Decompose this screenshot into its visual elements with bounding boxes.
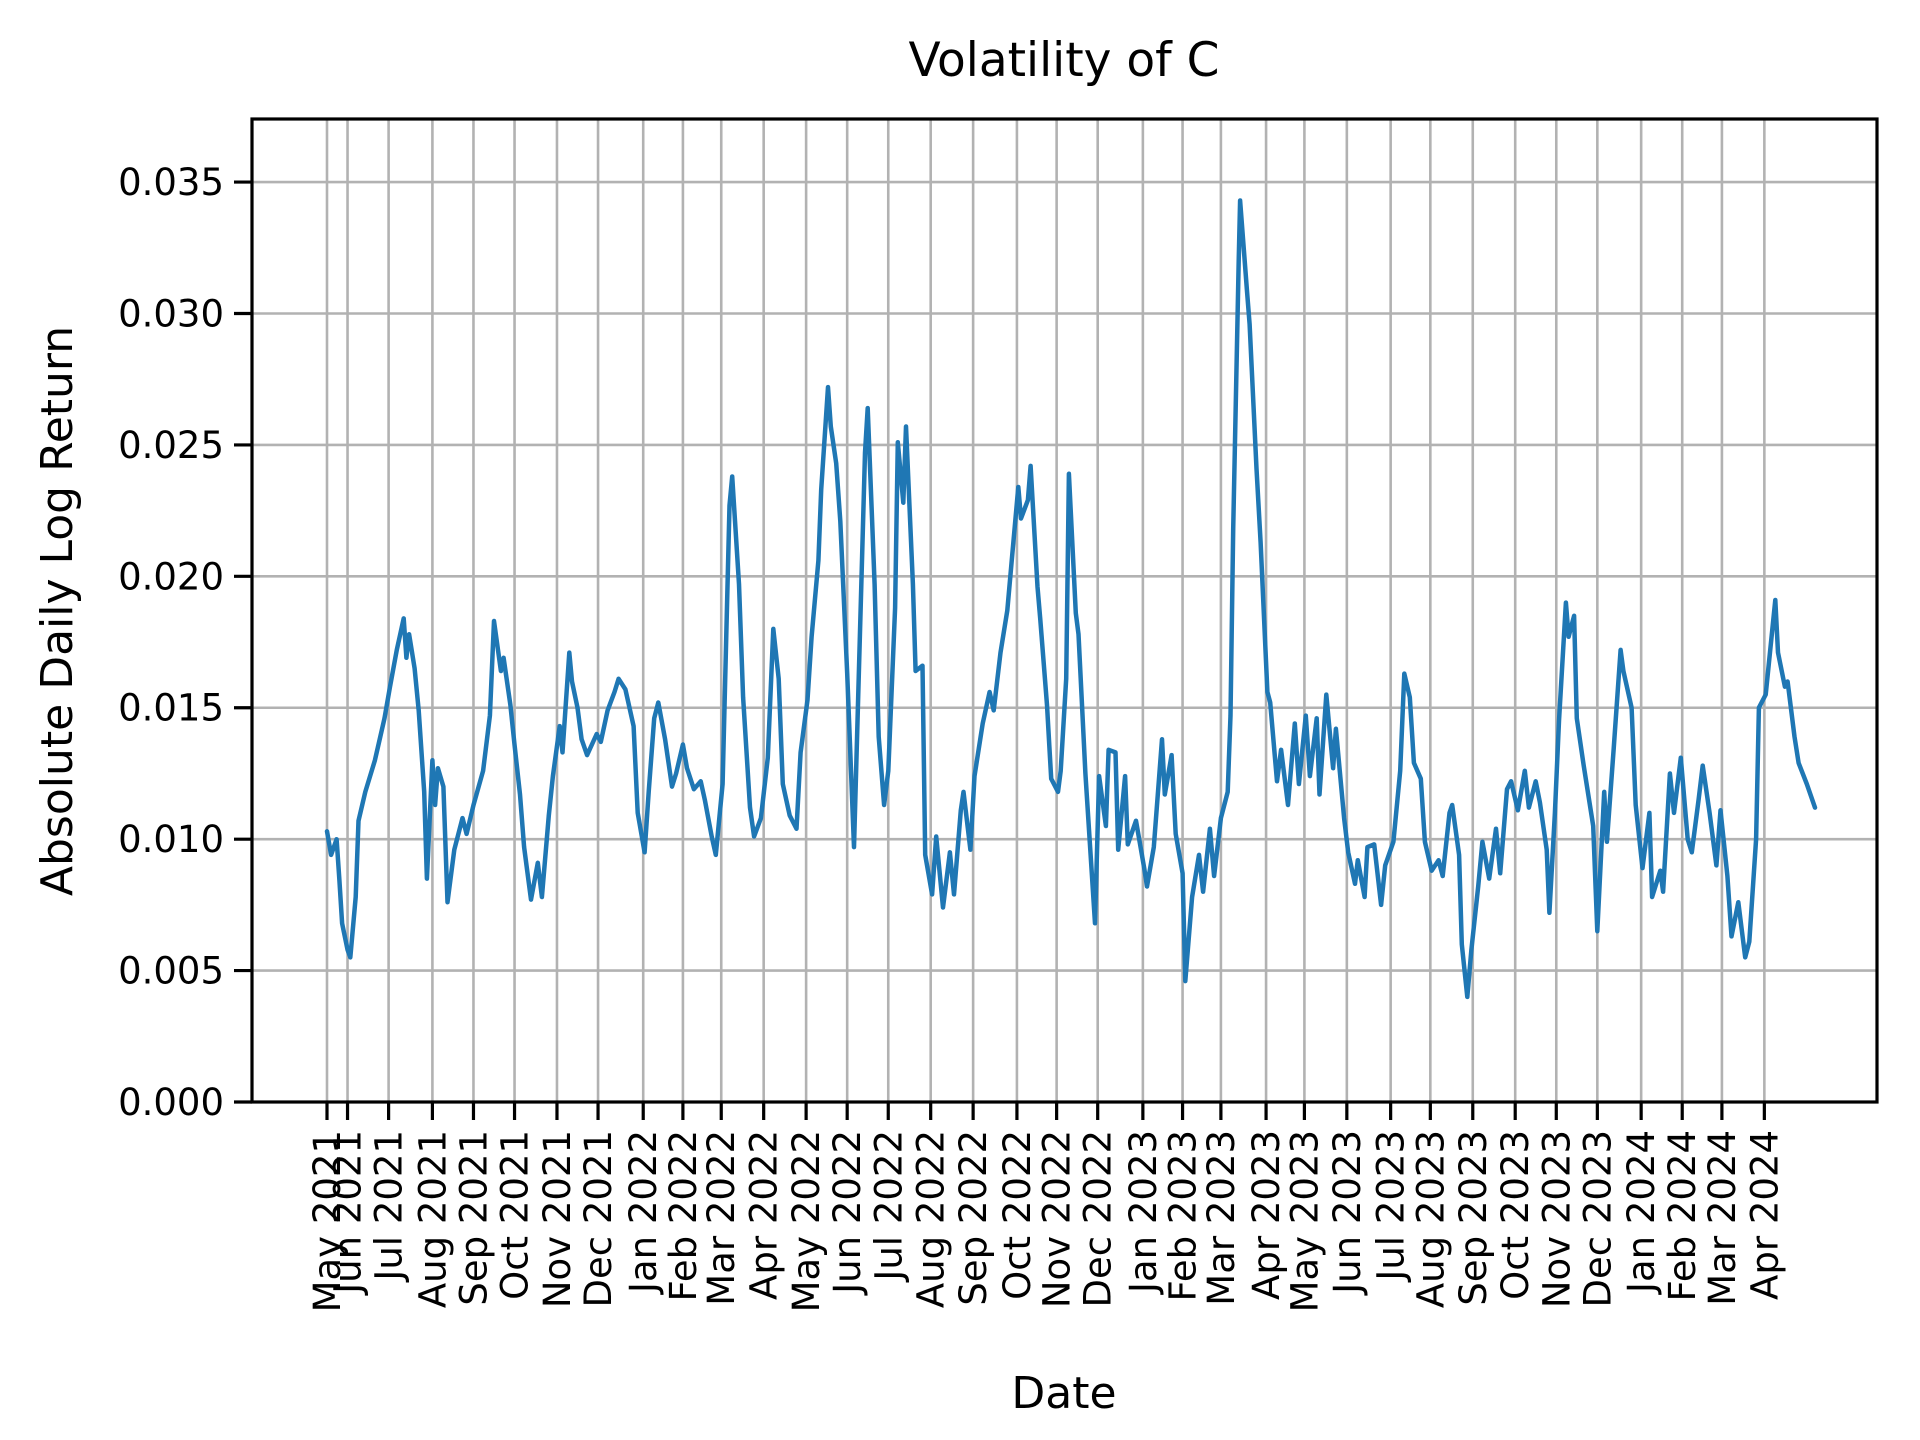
y-tick-label: 0.035 [118, 161, 224, 204]
x-tick-label: Dec 2021 [577, 1130, 620, 1308]
x-tick-label: Feb 2023 [1162, 1130, 1205, 1301]
x-tick-label: Nov 2021 [536, 1130, 579, 1308]
plot-border [250, 117, 1879, 1104]
x-tick-label: Mar 2023 [1200, 1130, 1243, 1306]
y-tick-label: 0.015 [118, 687, 224, 730]
x-axis-label: Date [1011, 1368, 1116, 1419]
x-tick-label: Jun 2022 [826, 1130, 869, 1296]
x-tick-label: Aug 2023 [1409, 1130, 1452, 1308]
x-tick-label: May 2022 [785, 1130, 828, 1312]
y-tick-label: 0.030 [118, 292, 224, 335]
x-tick-label: Dec 2022 [1077, 1130, 1120, 1308]
data-series-layer [324, 198, 1818, 1000]
x-tick-label: Dec 2023 [1576, 1130, 1619, 1308]
x-tick-label: Oct 2022 [996, 1130, 1039, 1300]
x-tick-label: Mar 2022 [700, 1130, 743, 1306]
x-tick-label: Apr 2024 [1743, 1130, 1786, 1300]
x-tick-label: Jan 2022 [622, 1130, 665, 1295]
x-tick-label: Aug 2022 [910, 1130, 953, 1308]
x-tick-label: Feb 2022 [662, 1130, 705, 1301]
x-tick-label: Aug 2021 [411, 1130, 454, 1308]
x-tick-label: May 2021 [306, 1130, 349, 1312]
x-tick-label: Nov 2022 [1036, 1130, 1079, 1308]
y-axis-label: Absolute Daily Log Return [32, 326, 83, 896]
y-tick-label: 0.010 [118, 818, 224, 861]
grid-lines [252, 119, 1877, 1102]
x-tick-label: May 2023 [1283, 1130, 1326, 1312]
x-tick-label: Sep 2023 [1452, 1130, 1495, 1306]
chart-title: Volatility of C [909, 33, 1220, 88]
volatility-line [324, 198, 1818, 1000]
x-tick-label: Apr 2022 [743, 1130, 786, 1300]
x-tick-label: Apr 2023 [1245, 1130, 1288, 1300]
x-tick-label: Jun 2023 [1326, 1130, 1369, 1296]
x-tick-label: Nov 2023 [1535, 1130, 1578, 1308]
y-tick-label: 0.025 [118, 424, 224, 467]
x-tick-label: Jan 2024 [1620, 1130, 1663, 1295]
x-tick-label: Jul 2021 [368, 1130, 411, 1283]
y-tick-label: 0.005 [118, 950, 224, 993]
x-tick-label: Jan 2023 [1122, 1130, 1165, 1295]
axes-spines [250, 117, 1879, 1104]
axis-ticks [234, 180, 1766, 1120]
y-tick-label: 0.000 [118, 1081, 224, 1124]
x-tick-label: Feb 2024 [1661, 1130, 1704, 1301]
x-tick-label: Jul 2023 [1370, 1130, 1413, 1283]
x-tick-label: Oct 2021 [494, 1130, 537, 1300]
x-tick-label: Sep 2022 [952, 1130, 995, 1306]
x-tick-label: Sep 2021 [452, 1130, 495, 1306]
x-tick-label: Jul 2022 [867, 1130, 910, 1283]
y-tick-label: 0.020 [118, 555, 224, 598]
x-tick-label: Jun 2021 [327, 1130, 370, 1296]
x-tick-label: Mar 2024 [1701, 1130, 1744, 1306]
x-tick-label: Oct 2023 [1494, 1130, 1537, 1300]
